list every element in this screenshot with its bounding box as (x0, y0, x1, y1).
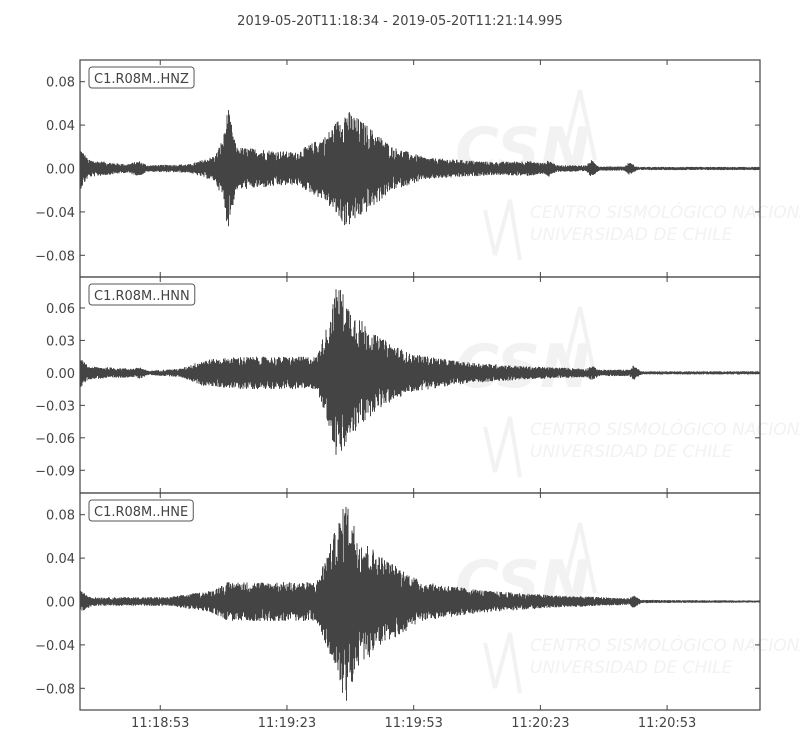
trace-label-box: C1.R08M..HNN (88, 283, 196, 306)
watermark-text: CENTRO SISMOLÓGICO NACIONAL (530, 634, 800, 656)
y-tick-label: 0.08 (46, 76, 75, 91)
chart-title: 2019-05-20T11:18:34 - 2019-05-20T11:21:1… (237, 14, 563, 29)
watermark-wave-icon (563, 89, 597, 161)
trace-label: C1.R08M..HNZ (94, 72, 189, 87)
y-tick-label: 0.04 (46, 552, 75, 567)
trace-label-box: C1.R08M..HNZ (88, 66, 195, 89)
trace-label: C1.R08M..HNN (94, 289, 190, 304)
x-tick-label: 11:19:23 (258, 716, 316, 731)
trace-label-box: C1.R08M..HNE (88, 499, 194, 522)
y-tick-label: 0.00 (46, 596, 75, 611)
x-tick-label: 11:20:23 (511, 716, 569, 731)
y-tick-label: −0.04 (35, 206, 75, 221)
x-tick-label: 11:19:53 (384, 716, 442, 731)
y-tick-label: 0.00 (46, 367, 75, 382)
y-tick-label: −0.03 (35, 399, 75, 414)
trace-label: C1.R08M..HNE (94, 505, 188, 520)
y-tick-label: −0.04 (35, 639, 75, 654)
y-tick-label: 0.00 (46, 163, 75, 178)
y-tick-label: −0.06 (35, 432, 75, 447)
y-tick-label: 0.03 (46, 334, 75, 349)
watermark-wave-icon (483, 632, 522, 694)
watermark-text: CENTRO SISMOLÓGICO NACIONAL (530, 418, 800, 440)
x-tick-label: 11:20:53 (638, 716, 696, 731)
x-tick-label: 11:18:53 (131, 716, 189, 731)
watermark-text: CENTRO SISMOLÓGICO NACIONAL (530, 201, 800, 223)
y-tick-label: −0.08 (35, 682, 75, 697)
watermark-text: UNIVERSIDAD DE CHILE (530, 442, 733, 462)
watermark-wave-icon (483, 416, 522, 478)
watermark-wave-icon (563, 306, 597, 378)
watermark-wave-icon (563, 522, 597, 594)
y-tick-label: 0.08 (46, 509, 75, 524)
y-tick-label: 0.04 (46, 119, 75, 134)
watermark-text: UNIVERSIDAD DE CHILE (530, 225, 733, 245)
watermark-text: UNIVERSIDAD DE CHILE (530, 658, 733, 678)
watermark-wave-icon (483, 199, 522, 261)
y-tick-label: −0.08 (35, 249, 75, 264)
y-tick-label: 0.06 (46, 302, 75, 317)
y-tick-label: −0.09 (35, 464, 75, 479)
